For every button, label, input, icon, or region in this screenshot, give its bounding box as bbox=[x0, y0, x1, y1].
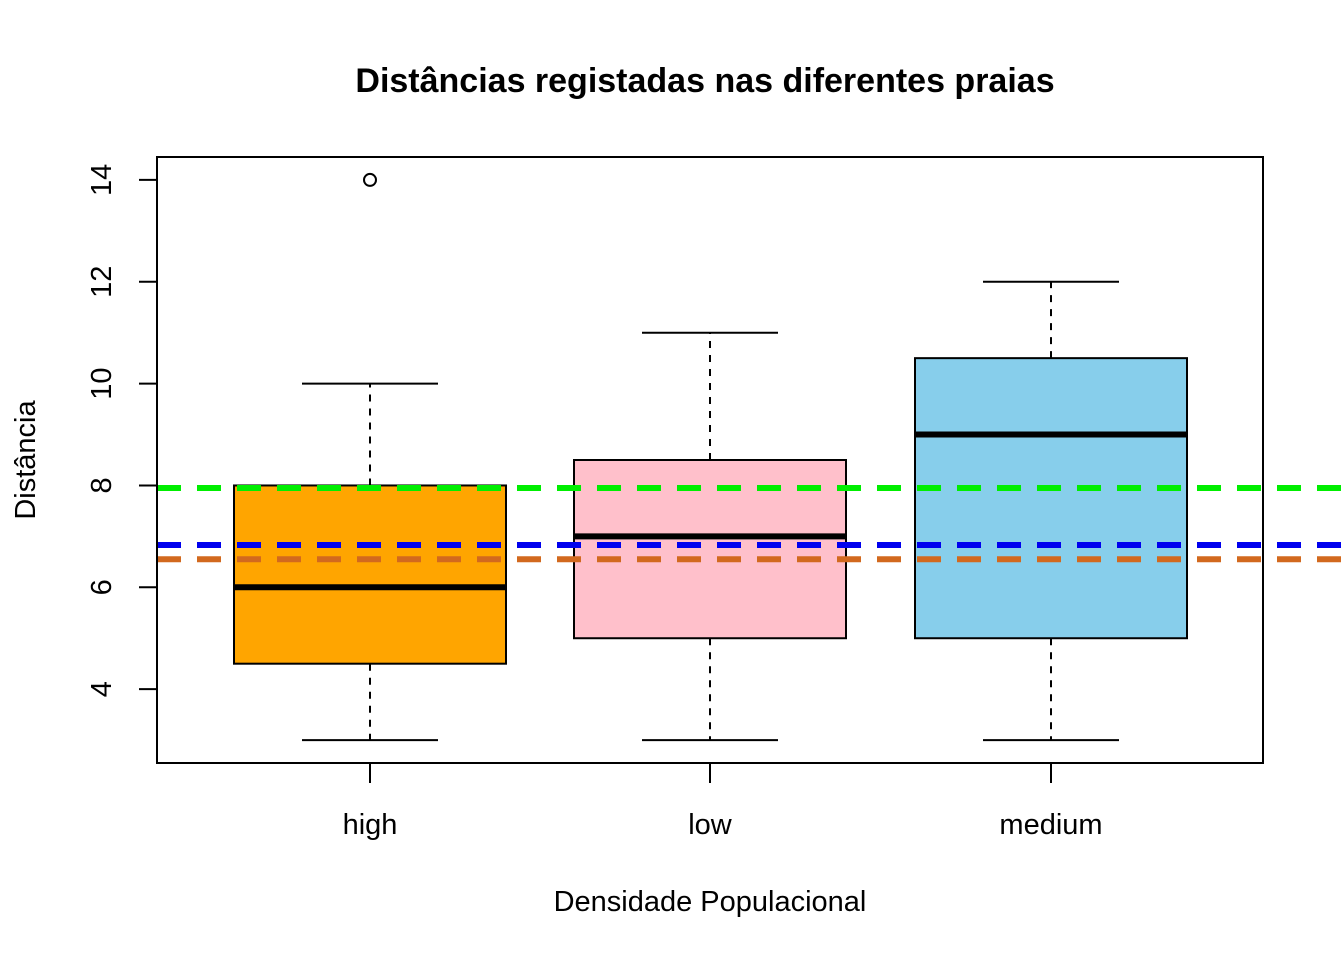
box-group-high bbox=[233, 172, 507, 742]
outlier-point-high-0 bbox=[363, 172, 377, 187]
y-tick-label-4: 4 bbox=[86, 681, 118, 697]
plot-area: 4 6 8 10 12 14 high low medium bbox=[86, 164, 1344, 841]
x-tick-label-medium: medium bbox=[999, 809, 1102, 841]
x-tick-label-low: low bbox=[688, 809, 733, 841]
y-tick-label-14: 14 bbox=[86, 164, 118, 196]
chart-title: Distâncias registadas nas diferentes pra… bbox=[355, 62, 1054, 100]
box-high bbox=[233, 484, 507, 665]
y-tick-label-8: 8 bbox=[86, 477, 118, 493]
y-axis: 4 6 8 10 12 14 bbox=[86, 164, 158, 697]
box-group-medium bbox=[914, 280, 1188, 742]
plot-frame bbox=[156, 156, 1264, 764]
y-tick-label-12: 12 bbox=[86, 266, 118, 298]
y-tick-label-6: 6 bbox=[86, 579, 118, 595]
y-tick-label-10: 10 bbox=[86, 367, 118, 399]
y-axis-label: Distância bbox=[10, 399, 42, 519]
box-medium bbox=[914, 357, 1188, 640]
x-tick-label-high: high bbox=[343, 809, 398, 841]
x-axis-label: Densidade Populacional bbox=[554, 886, 867, 918]
box-group-low bbox=[573, 331, 847, 742]
x-axis: high low medium bbox=[343, 762, 1103, 841]
